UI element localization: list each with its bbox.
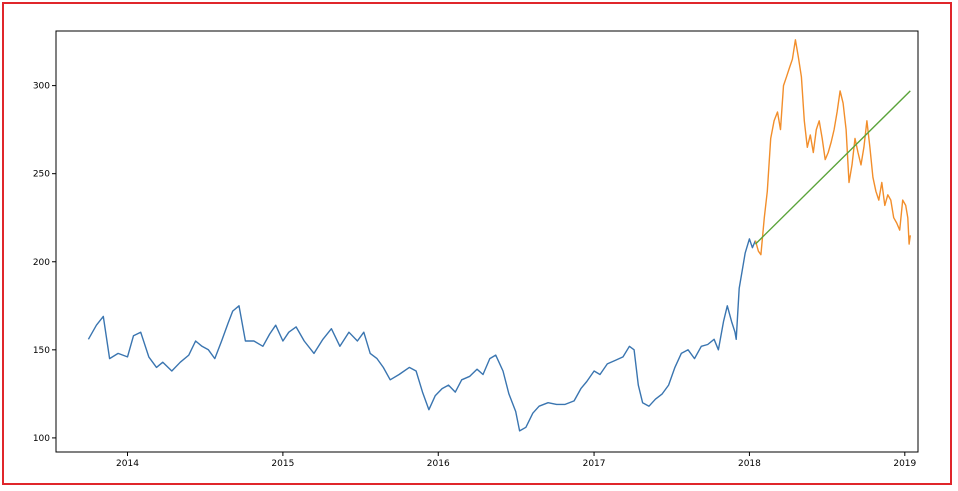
y-tick-label: 250: [33, 170, 50, 180]
y-tick-label: 200: [33, 258, 50, 268]
y-tick-label: 300: [33, 82, 50, 92]
series-layer: [87, 39, 911, 432]
x-tick-label: 2017: [583, 459, 606, 469]
plot-area: [55, 30, 919, 453]
x-tick-label: 2019: [893, 459, 916, 469]
screenshot-frame: [2, 2, 952, 485]
y-tick-label: 100: [33, 434, 50, 444]
x-axis: 2014 2015 2016 2017 2018 2019: [116, 452, 917, 469]
series-line-2: [754, 39, 911, 256]
x-tick-label: 2016: [427, 459, 450, 469]
series-line-1: [87, 238, 757, 432]
y-tick-label: 150: [33, 346, 50, 356]
x-tick-label: 2018: [738, 459, 761, 469]
x-tick-label: 2014: [116, 459, 139, 469]
y-axis: 100 150 200 250 300: [33, 82, 56, 444]
x-tick-label: 2015: [271, 459, 294, 469]
series-line-3: [754, 90, 911, 245]
